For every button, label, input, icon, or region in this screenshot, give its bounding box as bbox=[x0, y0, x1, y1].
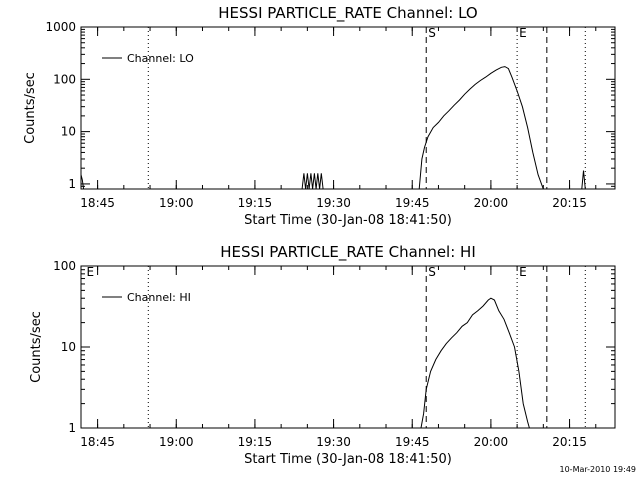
hi-channel-panel: HESSI PARTICLE_RATE Channel: HI 18:45 19:0… bbox=[29, 243, 616, 467]
time-marker-label: S bbox=[428, 265, 436, 279]
x-tick-label: 19:30 bbox=[316, 435, 351, 449]
time-marker-label: E bbox=[519, 265, 527, 279]
x-tick-label: 19:45 bbox=[395, 435, 430, 449]
y-axis-label: Counts/sec bbox=[29, 311, 44, 383]
y-tick-label: 1 bbox=[68, 177, 76, 191]
y-axis-label: Counts/sec bbox=[23, 72, 38, 144]
data-series-line bbox=[80, 66, 586, 190]
x-axis-label: Start Time (30-Jan-08 18:41:50) bbox=[244, 213, 452, 228]
x-axis-label: Start Time (30-Jan-08 18:41:50) bbox=[244, 452, 452, 467]
chart-title: HESSI PARTICLE_RATE Channel: HI bbox=[220, 243, 476, 262]
y-tick-label: 10 bbox=[61, 125, 76, 139]
x-tick-label: 20:15 bbox=[552, 435, 587, 449]
time-marker-label: E bbox=[86, 265, 94, 279]
y-tick-label: 10 bbox=[61, 340, 76, 354]
chart-title: HESSI PARTICLE_RATE Channel: LO bbox=[218, 4, 477, 23]
plot-timestamp: 10-Mar-2010 19:49 bbox=[560, 465, 637, 474]
y-tick-label: 1000 bbox=[45, 20, 76, 34]
time-marker-label: E bbox=[519, 26, 527, 40]
lo-channel-panel: HESSI PARTICLE_RATE Channel: LO 18:45 19:0… bbox=[23, 4, 616, 228]
x-tick-label: 19:15 bbox=[238, 196, 273, 210]
legend-entry: Channel: HI bbox=[127, 291, 191, 304]
x-tick-label: 19:00 bbox=[159, 196, 194, 210]
y-tick-label: 100 bbox=[53, 259, 76, 273]
x-tick-label: 18:45 bbox=[80, 196, 115, 210]
time-marker-label: S bbox=[428, 26, 436, 40]
x-tick-label: 20:00 bbox=[474, 196, 509, 210]
x-tick-label: 19:15 bbox=[238, 435, 273, 449]
data-series-line bbox=[420, 297, 530, 429]
x-tick-label: 19:00 bbox=[159, 435, 194, 449]
y-tick-label: 1 bbox=[68, 421, 76, 435]
legend-entry: Channel: LO bbox=[127, 52, 194, 65]
x-tick-label: 19:30 bbox=[316, 196, 351, 210]
y-tick-label: 100 bbox=[53, 72, 76, 86]
x-tick-label: 20:00 bbox=[474, 435, 509, 449]
x-tick-label: 19:45 bbox=[395, 196, 430, 210]
x-tick-label: 18:45 bbox=[80, 435, 115, 449]
x-tick-label: 20:15 bbox=[552, 196, 587, 210]
